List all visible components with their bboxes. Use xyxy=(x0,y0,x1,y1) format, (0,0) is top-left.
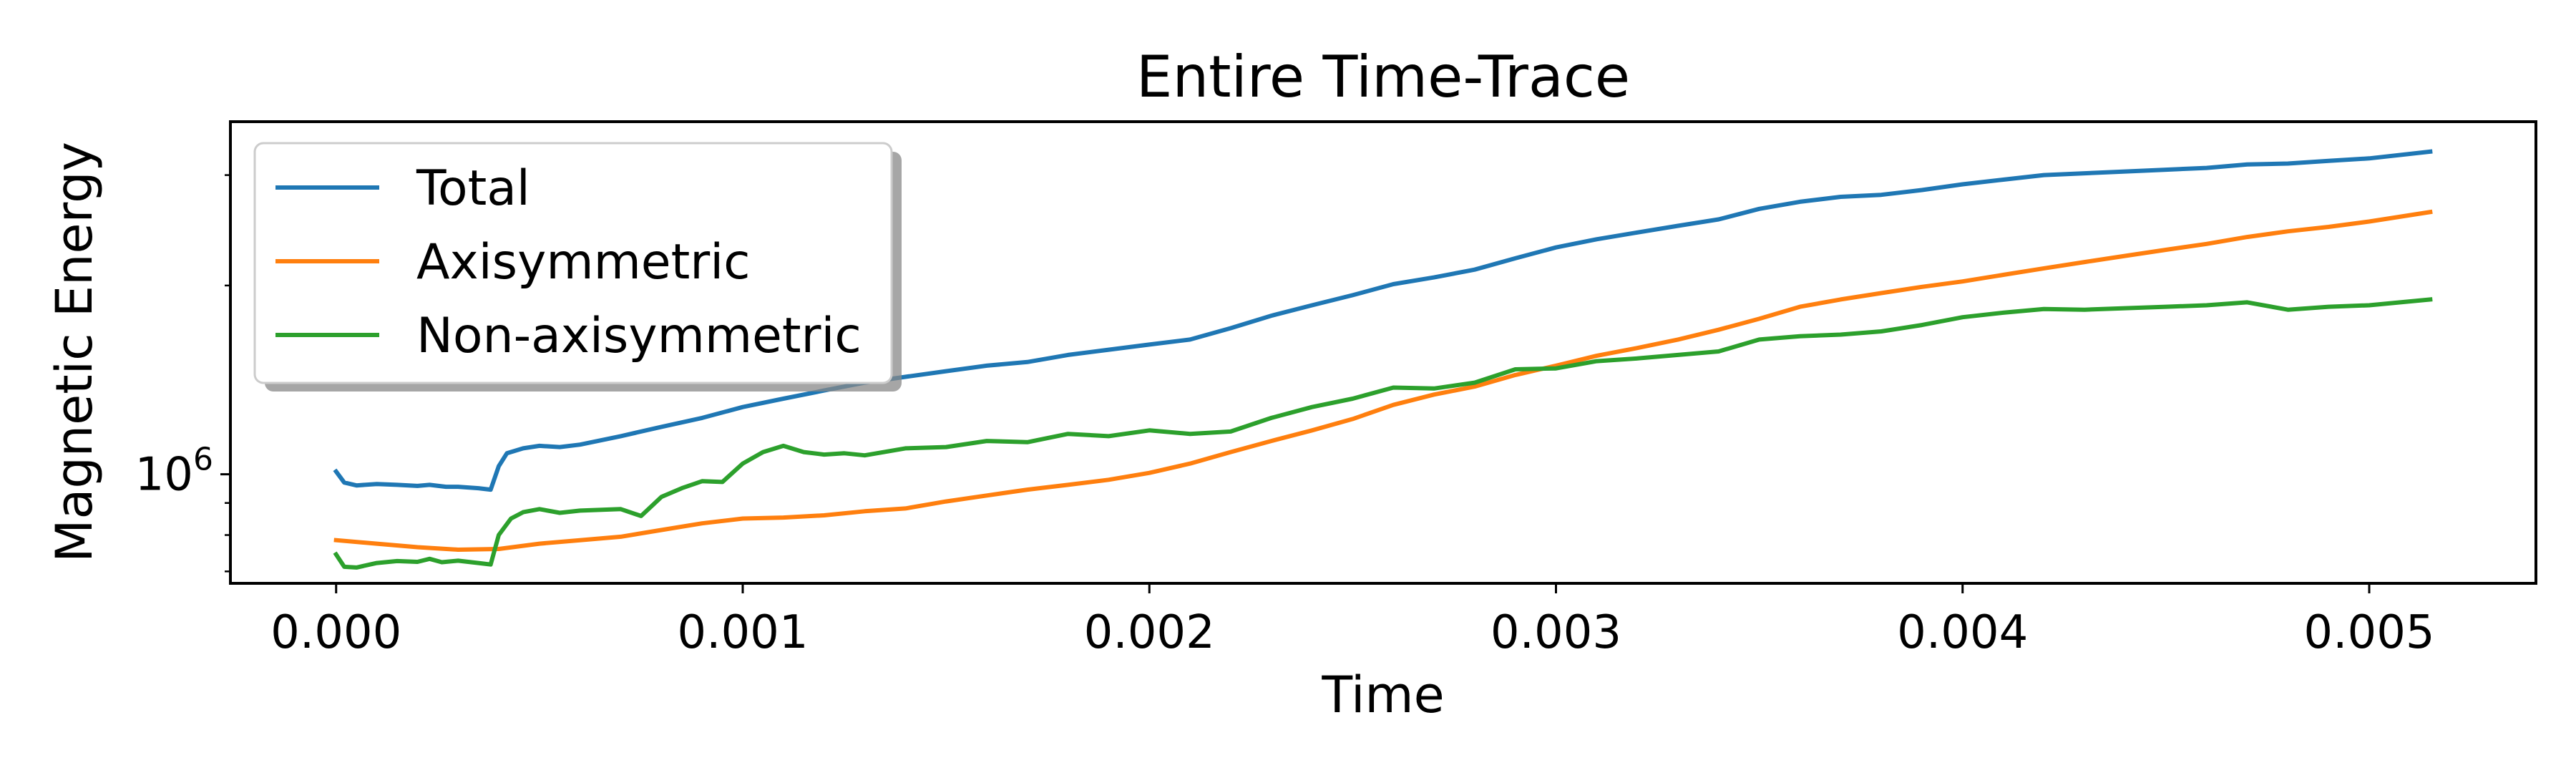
y-tick-label: 106 xyxy=(135,442,213,502)
series-line-1 xyxy=(333,149,2433,492)
x-tick-label: 0.005 xyxy=(2303,606,2434,659)
plot-area-frame xyxy=(229,120,2537,585)
series-line-3 xyxy=(333,297,2433,570)
x-tick-label: 0.004 xyxy=(1897,606,2028,659)
chart-title: Entire Time-Trace xyxy=(1136,44,1630,110)
legend-box xyxy=(253,142,893,384)
legend-label-2: Axisymmetric xyxy=(416,234,751,291)
y-axis-ticks: 106 xyxy=(135,174,230,573)
x-tick-label: 0.003 xyxy=(1491,606,1621,659)
y-axis-label: Magnetic Energy xyxy=(45,142,104,563)
x-tick-label: 0.002 xyxy=(1084,606,1215,659)
x-tick-label: 0.000 xyxy=(270,606,401,659)
series-line-2 xyxy=(333,209,2433,552)
legend: Total Axisymmetric Non-axisymmetric xyxy=(253,142,902,392)
x-axis-label: Time xyxy=(1321,666,1444,724)
legend-label-3: Non-axisymmetric xyxy=(416,308,862,364)
x-tick-label: 0.001 xyxy=(677,606,808,659)
series-lines xyxy=(333,149,2433,570)
x-axis-ticks: 0.000 0.001 0.002 0.003 0.004 0.005 xyxy=(270,583,2435,659)
legend-label-1: Total xyxy=(416,160,530,217)
